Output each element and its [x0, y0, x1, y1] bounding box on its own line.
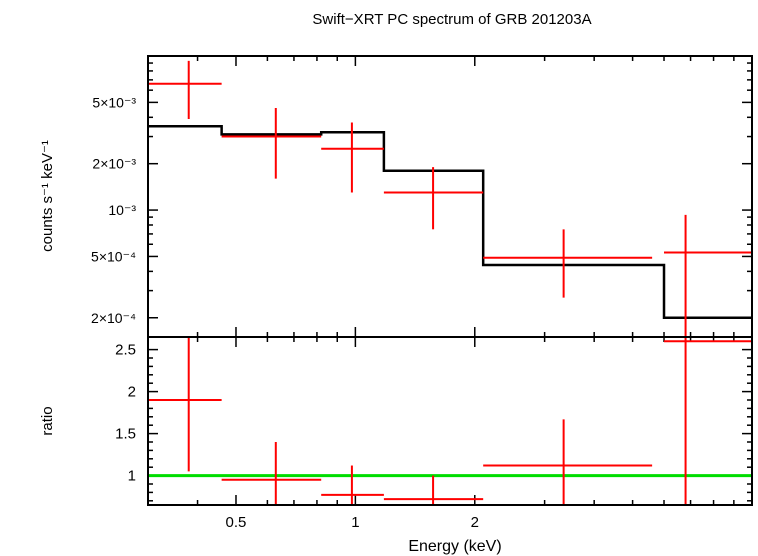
ratio-ticks: 0.5 1 2 2.5 2 1.5 1 — [115, 337, 753, 531]
y-tick-label: 2×10⁻⁴ — [91, 310, 136, 326]
ratio-panel: 0.5 1 2 2.5 2 1.5 1 ratio — [39, 336, 753, 531]
data-point — [383, 475, 484, 504]
ratio-y-axis-label: ratio — [39, 406, 56, 435]
spectrum-panel: 5×10⁻³ 2×10⁻³ 10⁻³ 5×10⁻⁴ 2×10⁻⁴ counts s⁻¹ … — [39, 55, 753, 338]
x-tick-label: 2 — [471, 514, 479, 531]
x-axis-label: Energy (keV) — [408, 538, 501, 555]
data-point — [483, 419, 653, 504]
data-point — [149, 60, 222, 120]
data-point — [321, 122, 384, 193]
data-point — [321, 465, 384, 504]
data-point — [383, 167, 484, 230]
data-point — [483, 229, 653, 298]
y-tick-label: 1 — [128, 468, 136, 485]
y-tick-label: 10⁻³ — [108, 202, 136, 218]
data-points — [149, 60, 751, 336]
ratio-frame — [147, 336, 753, 506]
y-tick-label: 1.5 — [115, 426, 136, 443]
chart-title: Swift−XRT PC spectrum of GRB 201203A — [312, 11, 591, 28]
data-point — [664, 214, 751, 336]
y-tick-label: 2×10⁻³ — [92, 156, 136, 172]
ratio-points — [149, 338, 751, 504]
data-point — [664, 338, 751, 504]
y-tick-label: 2 — [128, 384, 136, 401]
model-curve — [148, 124, 751, 320]
spectrum-frame — [147, 55, 753, 338]
x-tick-label: 1 — [351, 514, 359, 531]
data-point — [221, 442, 322, 504]
y-tick-label: 2.5 — [115, 342, 136, 359]
x-tick-label: 0.5 — [226, 514, 247, 531]
y-tick-label: 5×10⁻³ — [92, 94, 136, 110]
data-point — [221, 107, 322, 179]
spectrum-y-axis-label: counts s⁻¹ keV⁻¹ — [39, 140, 56, 252]
data-point — [149, 338, 222, 472]
model-step-line — [148, 124, 751, 320]
y-tick-label: 5×10⁻⁴ — [91, 248, 136, 264]
spectrum-ticks: 5×10⁻³ 2×10⁻³ 10⁻³ 5×10⁻⁴ 2×10⁻⁴ — [91, 56, 753, 337]
